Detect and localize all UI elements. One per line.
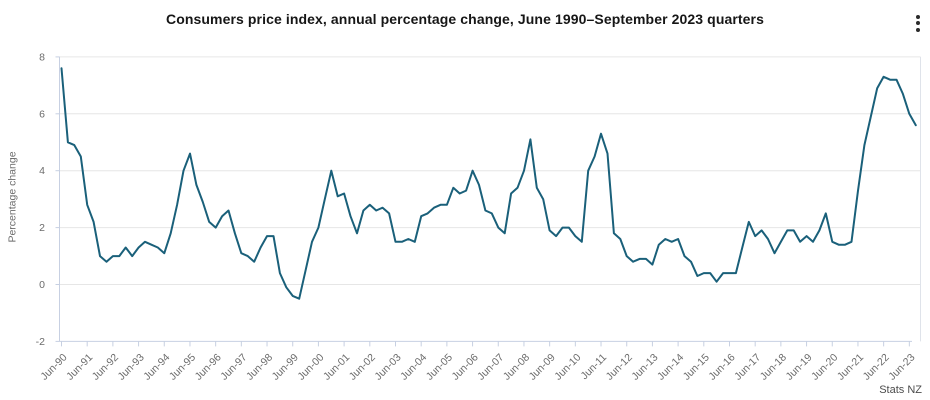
kebab-dot — [916, 21, 920, 25]
x-tick-label: Jun-05 — [424, 351, 455, 382]
x-tick-label: Jun-13 — [629, 351, 660, 382]
x-tick-label: Jun-11 — [579, 351, 610, 382]
x-tick-label: Jun-22 — [861, 351, 892, 382]
x-tick-label: Jun-93 — [116, 351, 147, 382]
x-tick-label: Jun-09 — [527, 351, 558, 382]
x-tick-label: Jun-15 — [681, 351, 712, 382]
x-tick-label: Jun-96 — [193, 351, 224, 382]
x-tick-label: Jun-94 — [141, 351, 172, 382]
x-tick-label: Jun-95 — [167, 351, 198, 382]
x-tick-label: Jun-14 — [655, 351, 686, 382]
x-tick-label: Jun-18 — [758, 351, 789, 382]
y-tick-label: 4 — [39, 165, 45, 177]
x-tick-label: Jun-01 — [321, 351, 352, 382]
x-tick-label: Jun-17 — [732, 351, 763, 382]
chart-title: Consumers price index, annual percentage… — [166, 11, 764, 27]
x-tick-label: Jun-10 — [552, 351, 583, 382]
y-tick-label: 8 — [39, 51, 45, 63]
x-tick-label: Jun-21 — [835, 351, 866, 382]
cpi-series-line — [60, 67, 917, 300]
kebab-menu-icon[interactable] — [909, 10, 927, 36]
x-tick-label: Jun-23 — [886, 351, 917, 382]
kebab-dot — [916, 14, 920, 19]
x-tick-label: Jun-92 — [90, 351, 121, 382]
x-tick-label: Jun-98 — [244, 351, 275, 382]
x-tick-label: Jun-12 — [604, 351, 635, 382]
x-tick-label: Jun-91 — [64, 351, 95, 382]
y-axis-title: Percentage change — [7, 151, 19, 242]
x-tick-label: Jun-08 — [501, 351, 532, 382]
kebab-dot — [916, 27, 920, 32]
x-tick-label: Jun-19 — [783, 351, 814, 382]
x-tick-label: Jun-03 — [372, 351, 403, 382]
chart-header: Consumers price index, annual percentage… — [0, 0, 930, 40]
y-tick-label: 0 — [39, 279, 45, 291]
x-tick-label: Jun-97 — [218, 351, 249, 382]
y-tick-label: 2 — [39, 222, 45, 234]
x-tick-label: Jun-99 — [270, 351, 301, 382]
x-tick-label: Jun-00 — [295, 351, 326, 382]
y-tick-label: -2 — [36, 336, 45, 348]
x-tick-label: Jun-16 — [706, 351, 737, 382]
x-tick-label: Jun-04 — [398, 351, 429, 382]
x-tick-label: Jun-02 — [347, 351, 378, 382]
x-tick-label: Jun-90 — [38, 351, 69, 382]
y-tick-label: 6 — [39, 108, 45, 120]
x-tick-label: Jun-20 — [809, 351, 840, 382]
x-tick-label: Jun-06 — [450, 351, 481, 382]
source-attribution: Stats NZ — [879, 384, 922, 396]
x-tick-label: Jun-07 — [475, 351, 506, 382]
